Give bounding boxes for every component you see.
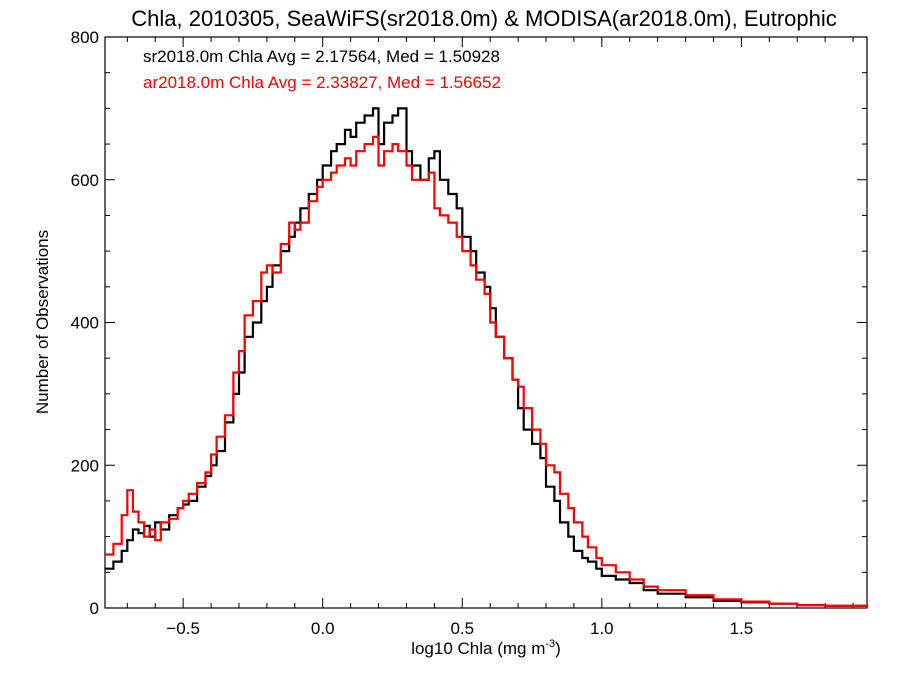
x-axis-label-superscript: -3 [545, 638, 555, 650]
x-tick-label: 0.5 [450, 619, 474, 638]
y-tick-label: 200 [71, 456, 99, 475]
x-tick-label: 0.0 [311, 619, 335, 638]
x-tick-label: 1.0 [590, 619, 614, 638]
series-ar2018-line [105, 135, 869, 607]
chart-title: Chla, 2010305, SeaWiFS(sr2018.0m) & MODI… [131, 6, 837, 31]
x-tick-label: 1.5 [730, 619, 754, 638]
x-axis-label: log10 Chla (mg m-3) [411, 638, 561, 658]
y-axis-label: Number of Observations [33, 230, 52, 414]
axis-ticks: −0.5 0.0 0.5 1.0 1.5 0 200 400 600 800 [71, 28, 867, 638]
legend-entry: sr2018.0m Chla Avg = 2.17564, Med = 1.50… [143, 47, 500, 66]
x-tick-label: −0.5 [166, 619, 200, 638]
x-axis-label-text: log10 Chla (mg m [411, 639, 545, 658]
y-tick-label: 0 [90, 599, 99, 618]
series-sr2018-line [105, 107, 869, 607]
y-tick-label: 600 [71, 171, 99, 190]
y-tick-label: 400 [71, 314, 99, 333]
plot-frame [104, 36, 868, 609]
legend-entry: ar2018.0m Chla Avg = 2.33827, Med = 1.56… [143, 73, 501, 92]
legend: sr2018.0m Chla Avg = 2.17564, Med = 1.50… [143, 47, 501, 92]
x-axis-label-close: ) [555, 639, 561, 658]
y-tick-label: 800 [71, 28, 99, 47]
series-layer [105, 107, 869, 607]
